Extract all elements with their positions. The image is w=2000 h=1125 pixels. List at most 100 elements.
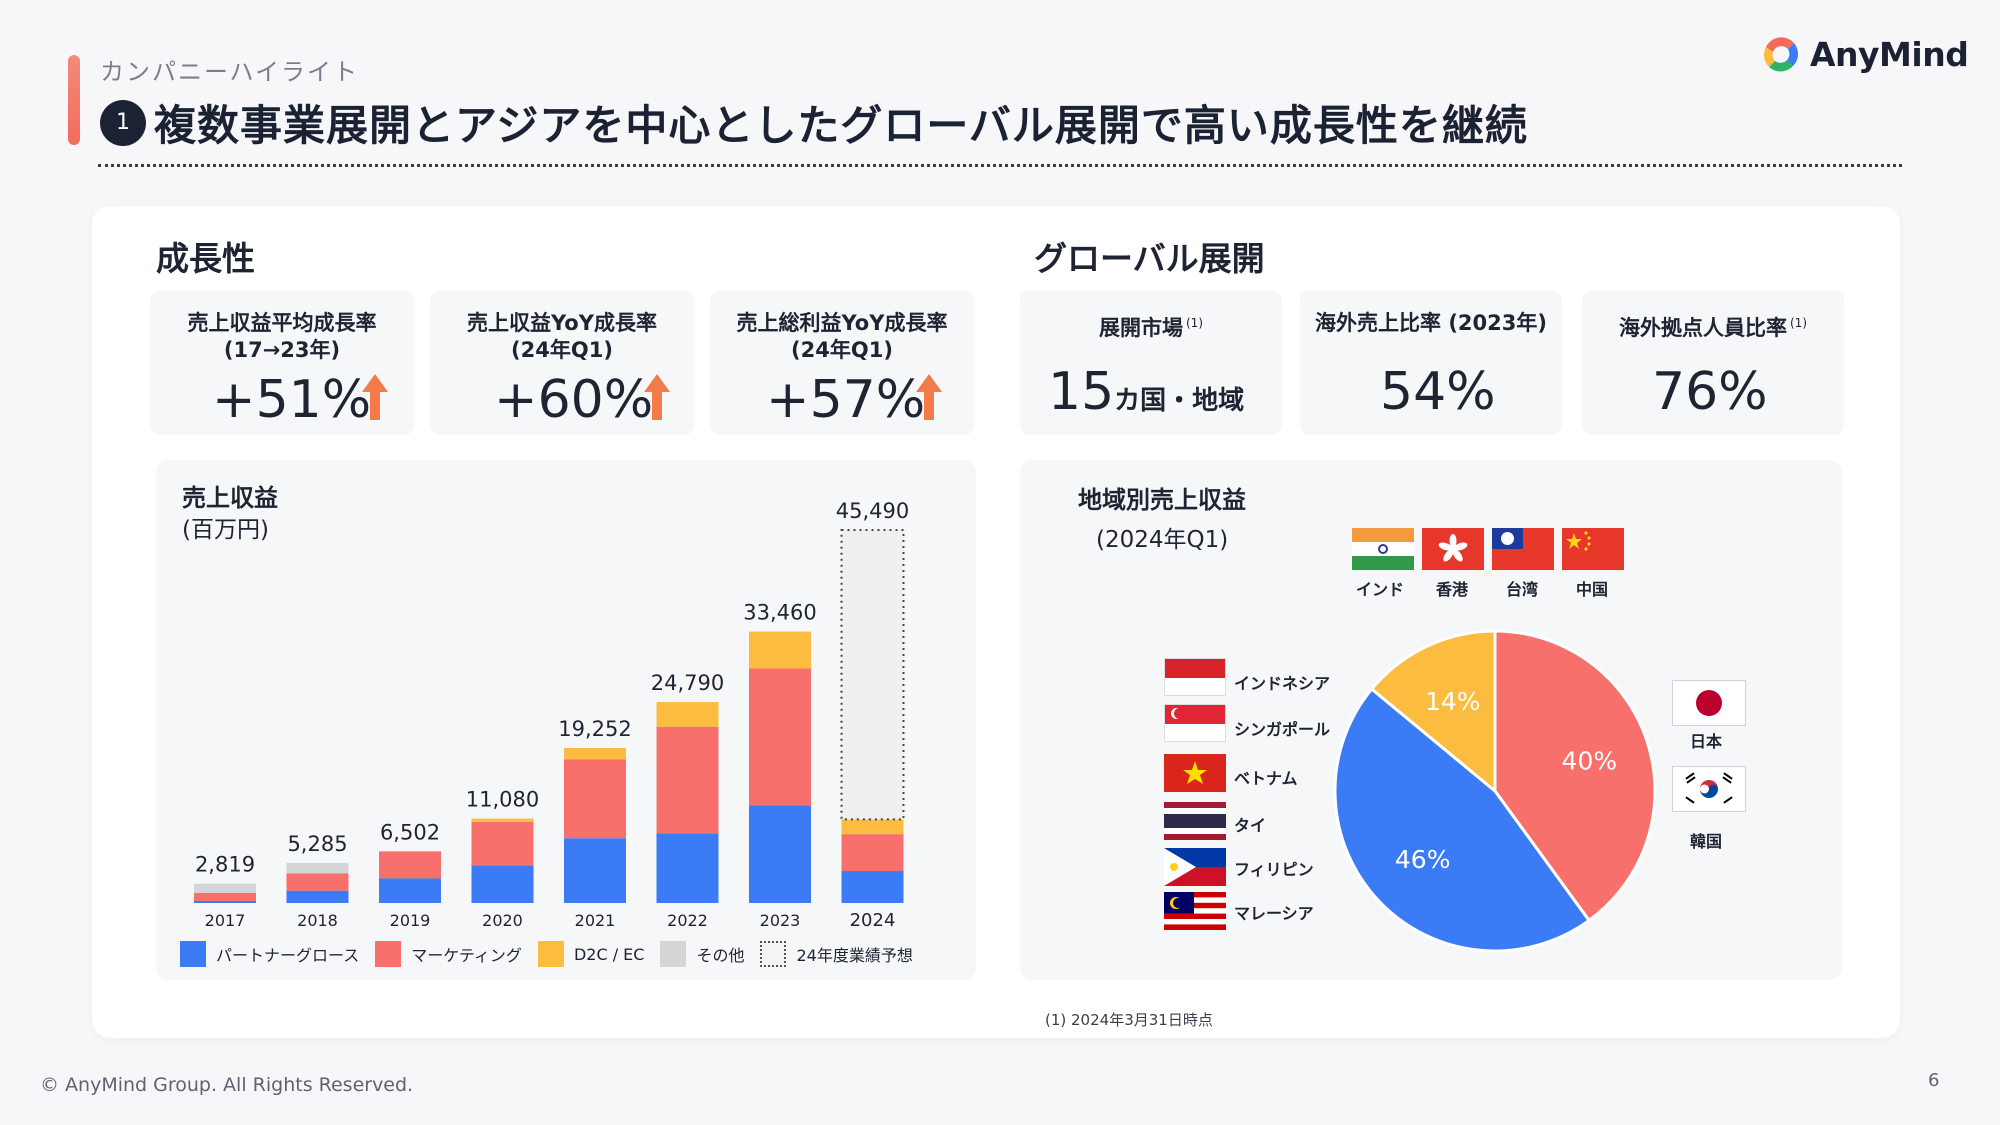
x-tick-label: 2024: [850, 910, 896, 931]
bar-segment: [656, 833, 719, 903]
stat-label: 展開市場 (1): [1099, 316, 1203, 340]
bar-segment: [286, 890, 349, 903]
x-tick-label: 2023: [760, 911, 801, 930]
legend-swatch: [537, 941, 564, 967]
stat-label: 売上総利益YoY成長率 (24年Q1): [736, 311, 948, 362]
legend-item: 24年度業績予想: [760, 941, 913, 967]
vietnam-flag-icon: [1164, 754, 1226, 792]
taiwan-flag-icon: [1492, 528, 1554, 570]
global-section-title: グローバル展開: [1034, 239, 1265, 278]
bar-total-label: 11,080: [466, 788, 539, 812]
bar-segment: [564, 748, 626, 760]
x-tick-label: 2020: [482, 911, 523, 930]
bar-total-label: 33,460: [743, 601, 816, 625]
region-chart-title: 地域別売上収益: [1078, 486, 1246, 514]
indonesia-flag-icon: [1164, 658, 1226, 696]
bar-segment: [840, 529, 905, 821]
india-flag-icon: [1352, 528, 1414, 570]
pie-slice: [1333, 686, 1592, 953]
page-title: 複数事業展開とアジアを中心としたグローバル展開で高い成長性を継続: [154, 101, 1528, 150]
anymind-logo-icon: [1764, 37, 1799, 72]
stat-card-gross-profit-yoy: 売上総利益YoY成長率 (24年Q1) +57%: [710, 290, 974, 435]
bar-segment: [194, 900, 256, 903]
legend-item: D2C / EC: [537, 941, 644, 967]
stat-card-revenue-cagr: 売上収益平均成長率 (17→23年) +51%: [150, 290, 414, 435]
x-tick-label: 2022: [667, 911, 708, 930]
legend-swatch: [180, 941, 206, 967]
singapore-flag-icon: [1164, 704, 1226, 742]
legend-item: パートナーグロース: [180, 941, 359, 967]
up-arrow-icon: [916, 374, 942, 420]
region-pie-chart: 40% 46% 14%: [1333, 629, 1657, 953]
eyebrow-label: カンパニーハイライト: [100, 58, 360, 86]
bar-segment: [379, 878, 441, 903]
stat-value: 15カ国・地域: [1048, 362, 1245, 422]
x-tick-label: 2021: [575, 911, 616, 930]
x-tick-label: 2019: [390, 911, 431, 930]
bar-segment: [194, 892, 256, 901]
malaysia-flag-icon: [1164, 892, 1226, 930]
flag-label: 中国: [1576, 580, 1609, 599]
hong-kong-flag-icon: [1422, 528, 1484, 570]
country-label: マレーシア: [1234, 904, 1314, 923]
pie-slice-label: 14%: [1425, 687, 1481, 716]
x-tick-label: 2018: [297, 911, 338, 930]
logo-text: AnyMind: [1810, 34, 1969, 74]
up-arrow-icon: [644, 374, 670, 420]
accent-bar: [68, 55, 80, 145]
bar-segment: [471, 865, 534, 903]
bar-segment: [841, 819, 904, 835]
revenue-chart-title: 売上収益: [182, 484, 278, 512]
flag-label: 台湾: [1506, 580, 1539, 599]
stat-value: +51%: [212, 370, 372, 430]
up-arrow-icon: [362, 374, 388, 420]
country-label: インドネシア: [1234, 674, 1331, 693]
anymind-logo: AnyMind: [1760, 33, 1969, 75]
bar-segment: [286, 862, 349, 874]
dotted-divider: [98, 164, 1902, 167]
stat-label: 売上収益YoY成長率 (24年Q1): [467, 311, 657, 362]
bar-segment: [564, 759, 626, 839]
thailand-flag-icon: [1164, 802, 1226, 840]
bar-total-label: 6,502: [380, 820, 440, 844]
country-label: 日本: [1690, 732, 1723, 751]
country-label: ベトナム: [1234, 769, 1298, 788]
stat-value: +57%: [766, 370, 926, 430]
bar-segment: [194, 883, 256, 893]
region-chart-subtitle: (2024年Q1): [1096, 527, 1229, 553]
revenue-chart-unit: (百万円): [182, 517, 269, 543]
bar-segment: [471, 821, 534, 866]
number-badge: 1: [100, 99, 146, 146]
legend-item: その他: [660, 941, 744, 967]
chart-legend: パートナーグロース マーケティング D2C / EC その他 24年度業績予想: [180, 941, 929, 967]
bar-total-label: 2,819: [195, 853, 255, 877]
bar-segment: [749, 668, 811, 806]
stat-value: +60%: [494, 370, 654, 430]
legend-swatch: [760, 941, 787, 967]
bar-segment: [471, 818, 534, 822]
stat-label: 海外拠点人員比率 (1): [1619, 316, 1807, 340]
bar-segment: [656, 702, 719, 727]
pie-slice-label: 46%: [1395, 845, 1451, 874]
pie-slice: [1369, 629, 1497, 795]
country-label: フィリピン: [1234, 860, 1314, 879]
china-flag-icon: [1562, 528, 1624, 570]
stat-card-revenue-yoy: 売上収益YoY成長率 (24年Q1) +60%: [430, 290, 694, 435]
legend-swatch: [660, 941, 687, 967]
bar-segment: [749, 805, 811, 903]
stat-value: 54%: [1380, 362, 1496, 422]
pie-slice-label: 40%: [1562, 746, 1618, 775]
bar-total-label: 24,790: [651, 671, 724, 695]
country-label: タイ: [1234, 816, 1267, 835]
bar-segment: [749, 631, 811, 669]
x-tick-label: 2017: [205, 911, 246, 930]
bar-segment: [656, 726, 719, 834]
japan-flag-icon: [1672, 680, 1746, 726]
revenue-bar-chart: 2,819 2017 5,285 2018 6,502 2019 11,080 2020 19,…: [194, 499, 909, 931]
bar-total-label: 45,490: [836, 499, 909, 523]
country-label: 韓国: [1690, 832, 1723, 851]
pie-slice: [1493, 629, 1657, 923]
legend-swatch: [375, 941, 402, 967]
bar-segment: [564, 838, 626, 903]
korea-flag-icon: [1672, 766, 1746, 812]
